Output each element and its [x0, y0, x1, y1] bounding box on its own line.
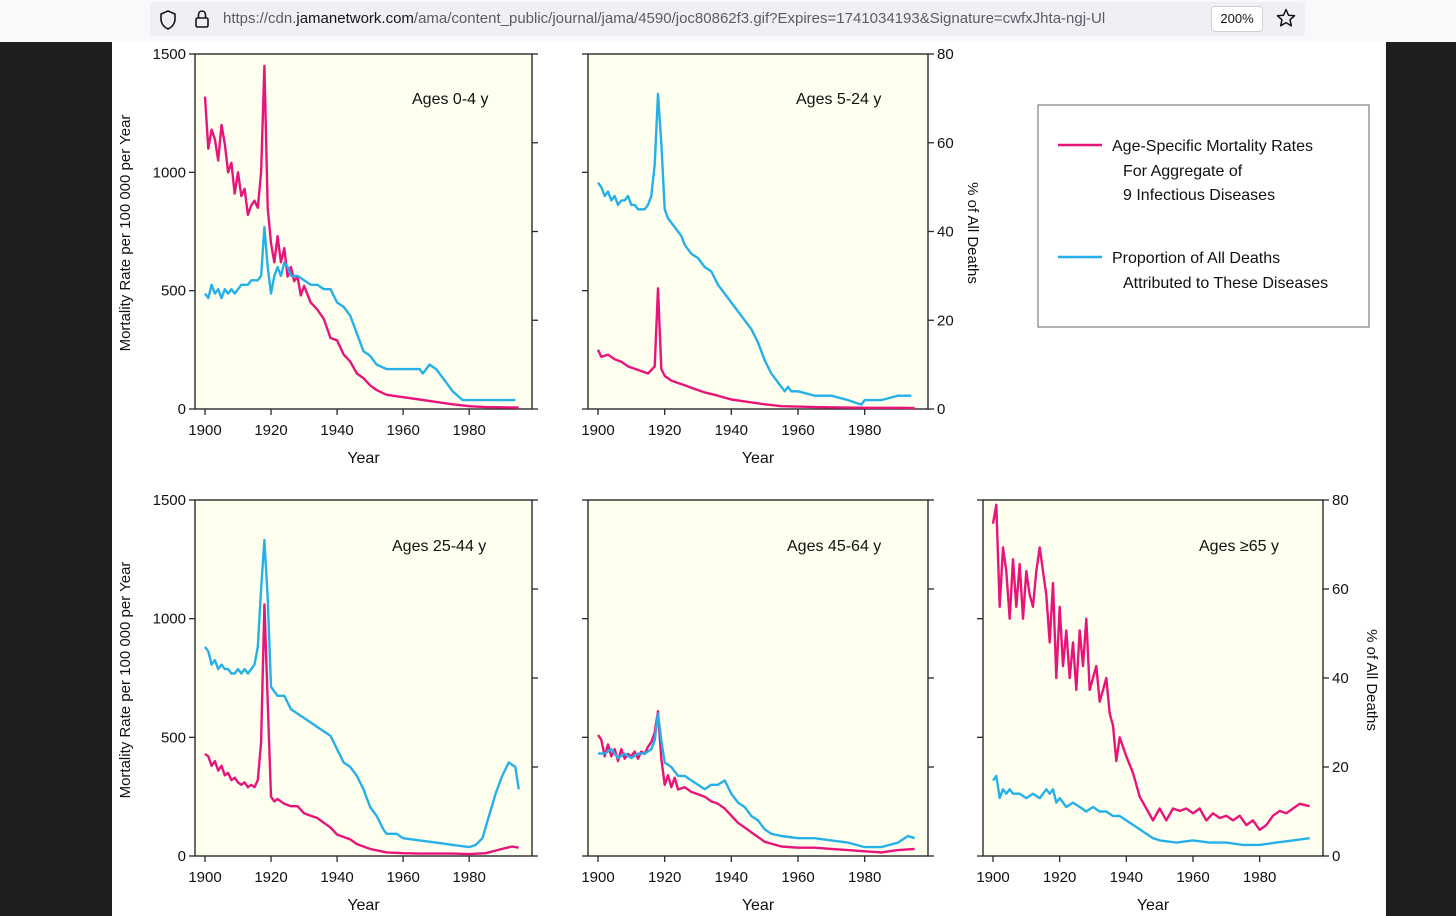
- y-axis-label-left-bottom: Mortality Rate per 100 000 per Year: [117, 562, 134, 799]
- y-axis-label-left-top: Mortality Rate per 100 000 per Year: [117, 115, 134, 352]
- x-tick-label: 1920: [254, 869, 287, 886]
- y-tick-label: 500: [161, 729, 186, 746]
- x-axis-label: Year: [742, 450, 775, 467]
- proportion-series-line: [204, 225, 516, 402]
- proportion-series-line: [597, 92, 912, 406]
- legend-proportion-line-2: Attributed to These Diseases: [1123, 275, 1328, 292]
- legend-mortality-line-1: Age-Specific Mortality Rates: [1112, 138, 1313, 155]
- x-axis-label: Year: [1137, 897, 1170, 914]
- y2-tick-label: 80: [937, 46, 954, 63]
- star-icon[interactable]: [1275, 7, 1297, 29]
- x-tick-label: 1900: [188, 422, 221, 439]
- lock-icon[interactable]: [193, 8, 211, 30]
- mortality-series-line: [991, 503, 1310, 832]
- legend-proportion-line-1: Proportion of All Deaths: [1112, 250, 1280, 267]
- image-viewport: 1900 1920 1940 1960 1980 Year 0 500 1000 1500 Ages…: [112, 42, 1386, 916]
- x-tick-label: 1960: [386, 869, 419, 886]
- y2-tick-label: 20: [1332, 759, 1349, 776]
- panel-3: 1900 1920 1940 1960 1980 Year 0 500 1000 1500 Ages…: [153, 492, 538, 914]
- x-tick-label: 1900: [188, 869, 221, 886]
- x-tick-label: 1920: [254, 422, 287, 439]
- y-tick-label: 1000: [153, 164, 186, 181]
- panel-1: 1900 1920 1940 1960 1980 Year 0 500 1000 1500 Ages…: [153, 46, 538, 467]
- mortality-series-line: [204, 603, 519, 856]
- proportion-series-line: [598, 712, 916, 849]
- x-tick-label: 1980: [848, 422, 881, 439]
- x-tick-label: 1940: [320, 869, 353, 886]
- x-tick-label: 1980: [1243, 869, 1276, 886]
- x-tick-label: 1900: [581, 422, 614, 439]
- panel-4: 1900 1920 1940 1960 1980 Year Ages 45-64 y: [581, 499, 934, 914]
- shield-icon[interactable]: [158, 9, 178, 31]
- x-tick-label: 1900: [976, 869, 1009, 886]
- x-tick-label: 1920: [1043, 869, 1076, 886]
- panel-frame: [587, 499, 929, 857]
- legend-box: [1037, 104, 1370, 328]
- figure: 1900 1920 1940 1960 1980 Year 0 500 1000 1500 Ages…: [117, 46, 1380, 914]
- x-tick-label: 1960: [781, 422, 814, 439]
- y2-tick-label: 20: [937, 312, 954, 329]
- mortality-series-line: [596, 287, 915, 410]
- y-tick-label: 0: [178, 401, 186, 418]
- url-text[interactable]: https://cdn.jamanetwork.com/ama/content_…: [223, 10, 1203, 27]
- mortality-series-line: [203, 64, 519, 409]
- x-tick-label: 1960: [1176, 869, 1209, 886]
- x-tick-label: 1940: [320, 422, 353, 439]
- panel-title: Ages ≥65 y: [1199, 538, 1279, 555]
- y-tick-label: 1000: [153, 611, 186, 628]
- y2-tick-label: 40: [937, 224, 954, 241]
- y2-tick-label: 60: [1332, 581, 1349, 598]
- x-tick-label: 1920: [648, 869, 681, 886]
- legend-mortality-line-3: 9 Infectious Diseases: [1123, 187, 1275, 204]
- url-domain: jamanetwork.com: [296, 10, 414, 27]
- y-axis-label-right-top: % of All Deaths: [964, 182, 981, 284]
- x-tick-label: 1900: [581, 869, 614, 886]
- x-tick-label: 1980: [452, 422, 485, 439]
- x-tick-label: 1940: [715, 422, 748, 439]
- legend: Age-Specific Mortality Rates For Aggrega…: [1037, 104, 1370, 328]
- browser-toolbar: https://cdn.jamanetwork.com/ama/content_…: [0, 0, 1456, 42]
- panel-frame: [194, 499, 533, 857]
- x-tick-label: 1960: [386, 422, 419, 439]
- y-tick-label: 0: [178, 848, 186, 865]
- y-axis-label-right-bottom: % of All Deaths: [1363, 629, 1380, 731]
- proportion-series-line: [992, 774, 1310, 847]
- proportion-series-line: [204, 538, 520, 849]
- x-tick-label: 1980: [848, 869, 881, 886]
- panel-5: 1900 1920 1940 1960 1980 Year 0 20 40 60 80 Ages ≥6…: [976, 492, 1348, 914]
- y-tick-label: 1500: [153, 46, 186, 63]
- legend-mortality-line-2: For Aggregate of: [1123, 163, 1243, 180]
- y-tick-label: 1500: [153, 492, 186, 509]
- panels: 1900 1920 1940 1960 1980 Year 0 500 1000 1500 Ages…: [153, 46, 1349, 914]
- panel-frame: [587, 53, 929, 410]
- panel-title: Ages 45-64 y: [787, 538, 881, 555]
- panel-title: Ages 25-44 y: [392, 538, 486, 555]
- y2-tick-label: 0: [937, 401, 945, 418]
- y-tick-label: 500: [161, 283, 186, 300]
- x-tick-label: 1940: [715, 869, 748, 886]
- x-axis-label: Year: [742, 897, 775, 914]
- x-axis-label: Year: [347, 450, 380, 467]
- x-tick-label: 1960: [781, 869, 814, 886]
- y2-tick-label: 80: [1332, 492, 1349, 509]
- url-prefix: https://cdn.: [223, 10, 297, 27]
- panel-title: Ages 5-24 y: [796, 91, 881, 108]
- y2-tick-label: 60: [937, 135, 954, 152]
- y2-tick-label: 40: [1332, 670, 1349, 687]
- panel-2: 1900 1920 1940 1960 1980 Year 0 20 40 60 80 Ages 5-…: [581, 46, 953, 467]
- y2-tick-label: 0: [1332, 848, 1340, 865]
- x-tick-label: 1980: [452, 869, 485, 886]
- x-tick-label: 1920: [648, 422, 681, 439]
- x-tick-label: 1940: [1110, 869, 1143, 886]
- panel-title: Ages 0-4 y: [412, 91, 488, 108]
- url-path: /ama/content_public/journal/jama/4590/jo…: [413, 10, 1106, 27]
- address-bar[interactable]: [150, 2, 1305, 36]
- zoom-level-button[interactable]: 200%: [1211, 6, 1263, 32]
- x-axis-label: Year: [347, 897, 380, 914]
